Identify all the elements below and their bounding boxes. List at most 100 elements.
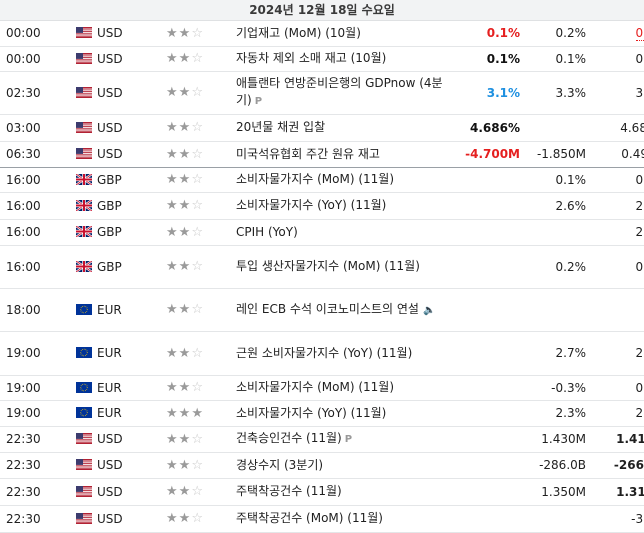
star-icon: ★ (179, 51, 192, 66)
event-name-link[interactable]: 자동차 제외 소매 재고 (10월) (236, 51, 386, 65)
event-time: 00:00 (0, 46, 76, 71)
event-name-cell[interactable]: 주택착공건수 (11월) (236, 478, 450, 505)
star-icon: ★ (179, 198, 192, 213)
star-icon: ★ (166, 51, 179, 66)
event-name-cell[interactable]: 투입 생산자물가지수 (MoM) (11월) (236, 245, 450, 288)
currency-cell: GBP (76, 167, 162, 192)
previous-value-text: 0.0% (636, 26, 644, 41)
importance-stars: ★★☆ (162, 71, 236, 114)
event-name-cell[interactable]: 소비자물가지수 (YoY) (11월) (236, 400, 450, 426)
event-name-cell[interactable]: 20년물 채권 입찰 (236, 114, 450, 141)
importance-stars: ★★☆ (162, 452, 236, 478)
forecast-value: -286.0B (528, 452, 594, 478)
event-name-link[interactable]: 소비자물가지수 (MoM) (11월) (236, 172, 394, 186)
previous-value: 4.680% (594, 114, 644, 141)
importance-stars: ★★☆ (162, 375, 236, 400)
star-icon: ☆ (191, 26, 204, 41)
event-name-link[interactable]: 소비자물가지수 (YoY) (11월) (236, 406, 386, 420)
actual-value-text: 0.1% (487, 52, 520, 66)
actual-value (450, 245, 528, 288)
actual-value (450, 375, 528, 400)
star-icon: ☆ (191, 172, 204, 187)
event-name-link[interactable]: 주택착공건수 (11월) (236, 484, 342, 498)
event-name-cell[interactable]: 애틀랜타 연방준비은행의 GDPnow (4분기)P (236, 71, 450, 114)
event-name-link[interactable]: 애틀랜타 연방준비은행의 GDPnow (4분기) (236, 76, 443, 107)
star-icon: ★ (166, 302, 179, 317)
importance-stars: ★★☆ (162, 192, 236, 219)
star-icon: ★ (179, 302, 192, 317)
event-time: 18:00 (0, 288, 76, 331)
currency-code: EUR (97, 406, 122, 420)
event-name-link[interactable]: 미국석유협회 주간 원유 재고 (236, 147, 380, 161)
event-name-link[interactable]: 건축승인건수 (11월) (236, 431, 342, 445)
event-name-link[interactable]: 레인 ECB 수석 이코노미스트의 연설 (236, 302, 419, 316)
event-name-cell[interactable]: CPIH (YoY) (236, 219, 450, 245)
importance-stars: ★★☆ (162, 21, 236, 46)
event-name-link[interactable]: CPIH (YoY) (236, 225, 298, 239)
actual-value (450, 219, 528, 245)
importance-stars: ★★☆ (162, 114, 236, 141)
currency-code: GBP (97, 225, 122, 239)
event-name-cell[interactable]: 주택착공건수 (MoM) (11월) (236, 505, 450, 532)
event-name-cell[interactable]: 근원 소비자물가지수 (YoY) (11월) (236, 331, 450, 375)
previous-value-text: 1.311M (616, 485, 644, 499)
star-icon: ★ (166, 406, 179, 421)
star-icon: ★ (166, 432, 179, 447)
previous-value (594, 288, 644, 331)
event-name-cell[interactable]: 미국석유협회 주간 원유 재고 (236, 141, 450, 167)
currency-cell: USD (76, 505, 162, 532)
event-name-link[interactable]: 주택착공건수 (MoM) (11월) (236, 511, 383, 525)
event-name-cell[interactable]: 건축승인건수 (11월)P (236, 426, 450, 452)
star-icon: ★ (179, 511, 192, 526)
star-icon: ★ (179, 380, 192, 395)
event-name-link[interactable]: 경상수지 (3분기) (236, 458, 323, 472)
event-name-cell[interactable]: 레인 ECB 수석 이코노미스트의 연설🔈 (236, 288, 450, 331)
star-icon: ★ (166, 380, 179, 395)
currency-code: USD (97, 458, 123, 472)
event-name-link[interactable]: 소비자물가지수 (MoM) (11월) (236, 380, 394, 394)
event-name-link[interactable]: 기업재고 (MoM) (10월) (236, 26, 361, 40)
eu-flag-icon (76, 304, 92, 315)
forecast-value: 2.7% (528, 331, 594, 375)
event-name-link[interactable]: 소비자물가지수 (YoY) (11월) (236, 198, 386, 212)
event-name-cell[interactable]: 소비자물가지수 (MoM) (11월) (236, 167, 450, 192)
event-name-cell[interactable]: 소비자물가지수 (YoY) (11월) (236, 192, 450, 219)
star-icon: ★ (179, 259, 192, 274)
star-icon: ★ (179, 484, 192, 499)
event-name-cell[interactable]: 기업재고 (MoM) (10월) (236, 21, 450, 46)
previous-value: 3.3% (594, 71, 644, 114)
actual-value (450, 505, 528, 532)
event-name-link[interactable]: 근원 소비자물가지수 (YoY) (11월) (236, 346, 412, 360)
event-name-cell[interactable]: 자동차 제외 소매 재고 (10월) (236, 46, 450, 71)
previous-value-text: 0.3% (636, 381, 644, 395)
event-name-cell[interactable]: 소비자물가지수 (MoM) (11월) (236, 375, 450, 400)
event-time: 03:00 (0, 114, 76, 141)
event-time: 16:00 (0, 219, 76, 245)
importance-stars: ★★☆ (162, 426, 236, 452)
event-name-cell[interactable]: 경상수지 (3분기) (236, 452, 450, 478)
event-name-link[interactable]: 투입 생산자물가지수 (MoM) (11월) (236, 259, 420, 273)
star-icon: ★ (179, 172, 192, 187)
importance-stars: ★★☆ (162, 478, 236, 505)
star-icon: ☆ (191, 484, 204, 499)
event-name-link[interactable]: 20년물 채권 입찰 (236, 120, 325, 134)
importance-stars: ★★☆ (162, 288, 236, 331)
